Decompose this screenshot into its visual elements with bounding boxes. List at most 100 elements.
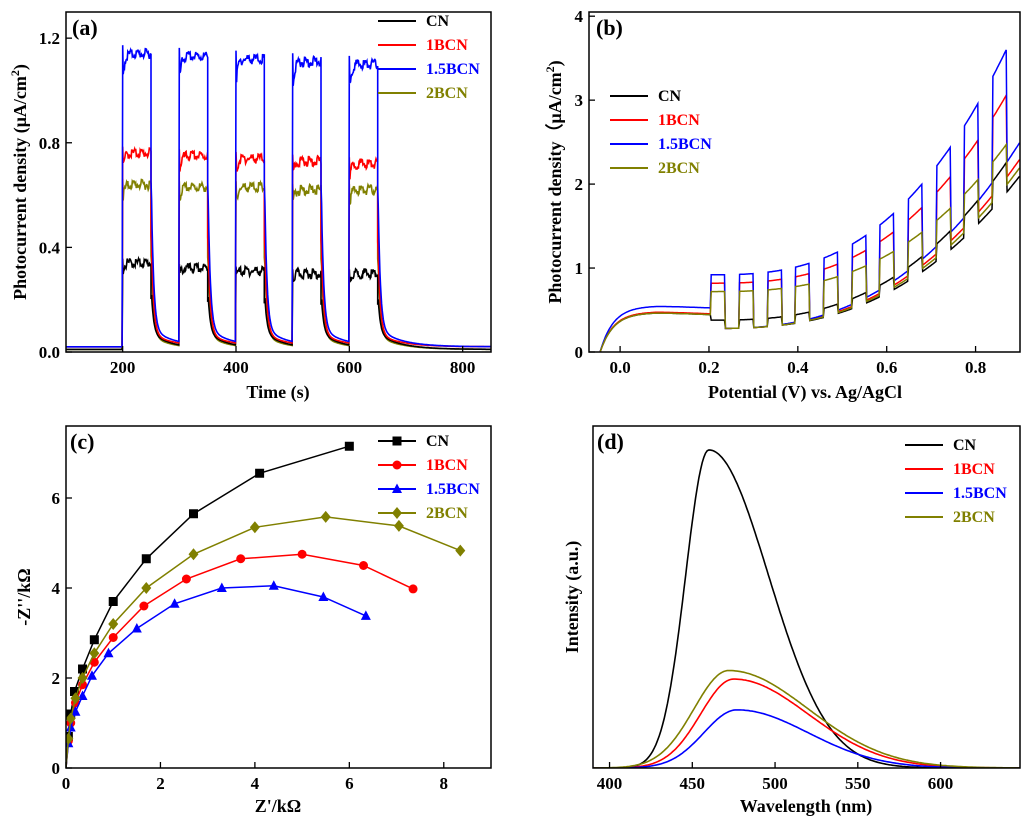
data-point-1BCN xyxy=(236,554,246,564)
data-point-1BCN xyxy=(408,584,418,594)
legend-label: 1BCN xyxy=(953,461,995,478)
data-point-CN xyxy=(344,441,354,451)
x-axis-label: Wavelength (nm) xyxy=(740,796,873,817)
y-axis-label: Photocurrent density（μA/cm2) xyxy=(543,60,566,303)
series-line-1.5BCN xyxy=(66,585,367,768)
x-tick-label: 800 xyxy=(450,358,476,377)
data-point-1BCN xyxy=(359,561,368,570)
y-axis-label-main: Photocurrent density（μA/cm xyxy=(545,72,565,303)
x-tick-label: 600 xyxy=(928,774,954,793)
legend-label: 1BCN xyxy=(658,112,700,129)
x-tick-label: 550 xyxy=(845,774,871,793)
y-tick-label: 4 xyxy=(52,579,61,598)
data-point-1.5BCN xyxy=(131,623,142,633)
y-axis-label-main: Photocurrent density (μA/cm xyxy=(10,76,31,300)
y-axis-label-tail: ) xyxy=(545,60,566,66)
data-point-1.5BCN xyxy=(66,722,76,732)
series-line-CN xyxy=(66,255,491,351)
legend-label: 2BCN xyxy=(953,509,995,526)
x-tick-label: 400 xyxy=(223,358,249,377)
legend-marker xyxy=(392,460,402,470)
data-point-1.5BCN xyxy=(70,706,81,716)
data-point-1.5BCN xyxy=(360,610,371,620)
data-point-2BCN xyxy=(249,521,260,534)
axes-frame xyxy=(65,425,492,769)
legend-label: 2BCN xyxy=(658,160,700,177)
data-point-1.5BCN xyxy=(103,647,114,658)
legend-label: 2BCN xyxy=(426,505,468,522)
series-line-2BCN xyxy=(66,516,461,768)
data-point-1.5BCN xyxy=(318,591,329,601)
y-tick-label: 0.0 xyxy=(39,343,60,362)
x-tick-label: 0.4 xyxy=(787,358,809,377)
series-line-CN xyxy=(599,160,1020,352)
data-point-2BCN xyxy=(108,618,119,630)
data-point-CN xyxy=(108,597,118,606)
data-point-1.5BCN xyxy=(77,690,88,700)
data-point-2BCN xyxy=(141,582,152,594)
series-line-1BCN xyxy=(66,553,414,768)
series-line-1.5BCN xyxy=(66,45,491,348)
data-point-1BCN xyxy=(139,601,149,611)
y-tick-label: 0 xyxy=(52,759,61,778)
data-point-CN xyxy=(89,635,99,645)
legend-label: 1BCN xyxy=(426,457,468,474)
series-line-2BCN xyxy=(66,178,491,351)
panel-b: 0.0 0.2 0.4 0.6 0.8 0 1 2 3 4 CN 1BCN 1.5BCN 2BCN (b) P… xyxy=(543,7,1021,403)
legend-label: 1.5BCN xyxy=(426,481,480,498)
y-axis-label-tail: ) xyxy=(10,64,31,70)
x-axis-label: Potential (V) vs. Ag/AgCl xyxy=(708,382,902,403)
data-point-1BCN xyxy=(181,574,191,584)
x-tick-label: 0.2 xyxy=(698,358,719,377)
legend-label: 1.5BCN xyxy=(426,61,480,78)
legend-label: 1.5BCN xyxy=(658,136,712,153)
x-axis-label: Z'/kΩ xyxy=(255,796,301,816)
data-point-2BCN xyxy=(77,672,88,684)
legend-marker xyxy=(392,483,402,493)
y-axis-label-sup: 2 xyxy=(543,66,557,72)
data-point-2BCN xyxy=(455,544,466,557)
x-tick-label: 0.6 xyxy=(876,358,897,377)
data-point-2BCN xyxy=(66,712,76,725)
y-tick-label: 0.4 xyxy=(39,238,61,257)
y-tick-label: 1.2 xyxy=(39,29,60,48)
series-line-2BCN xyxy=(593,669,1020,768)
data-point-1.5BCN xyxy=(268,580,279,590)
legend-marker xyxy=(392,436,402,446)
series-line-1.5BCN xyxy=(593,709,1020,768)
panel-label: (c) xyxy=(70,429,94,454)
x-tick-label: 0.8 xyxy=(965,358,986,377)
legend-label: CN xyxy=(658,88,682,105)
x-tick-label: 400 xyxy=(597,774,623,793)
plot-area xyxy=(66,45,491,351)
legend-label: 2BCN xyxy=(426,85,468,102)
y-axis-label: Photocurrent density (μA/cm2) xyxy=(8,64,31,300)
data-point-1BCN xyxy=(108,633,118,642)
y-tick-label: 2 xyxy=(575,175,584,194)
x-tick-label: 200 xyxy=(110,358,136,377)
data-point-2BCN xyxy=(320,510,331,523)
data-point-1.5BCN xyxy=(169,598,180,608)
data-point-1BCN xyxy=(89,657,99,667)
series-line-1BCN xyxy=(593,678,1020,768)
axes-frame xyxy=(588,11,1021,353)
data-point-CN xyxy=(189,509,198,519)
legend-marker xyxy=(392,507,402,519)
series-line-2BCN xyxy=(599,142,1020,352)
legend-label: 1.5BCN xyxy=(953,485,1007,502)
x-tick-label: 0.0 xyxy=(609,358,630,377)
x-tick-label: 500 xyxy=(762,774,788,793)
data-point-2BCN xyxy=(89,647,100,660)
series-line-1BCN xyxy=(66,145,491,348)
data-point-CN xyxy=(70,687,79,696)
data-point-2BCN xyxy=(393,519,404,532)
x-tick-label: 0 xyxy=(62,774,71,793)
x-tick-label: 8 xyxy=(440,774,449,793)
data-point-CN xyxy=(78,664,88,674)
panel-a: 200 400 600 800 0.0 0.4 0.8 1.2 CN 1BCN 1.5BCN 2BCN… xyxy=(8,11,492,403)
x-tick-label: 450 xyxy=(680,774,706,793)
y-tick-label: 0 xyxy=(575,343,584,362)
y-tick-label: 2 xyxy=(52,669,61,688)
data-point-1.5BCN xyxy=(216,582,227,592)
panel-label: (b) xyxy=(596,15,623,40)
